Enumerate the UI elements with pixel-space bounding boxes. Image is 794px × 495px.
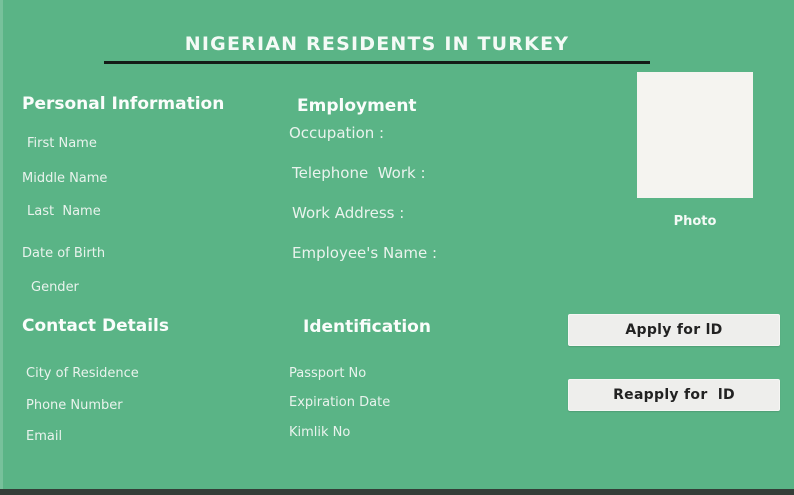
- section-title-contact-details: Contact Details: [22, 316, 169, 336]
- title-underline: [104, 61, 650, 64]
- bottom-edge-bar: [0, 489, 794, 495]
- apply-for-id-button[interactable]: Apply for lD: [568, 314, 780, 346]
- photo-placeholder: [637, 72, 753, 198]
- field-label-middle-name: Middle Name: [22, 171, 108, 186]
- field-label-passport-no: Passport No: [289, 366, 367, 381]
- section-title-employment: Employment: [297, 96, 417, 116]
- field-label-last-name: Last Name: [27, 204, 101, 219]
- field-label-city-of-residence: City of Residence: [26, 366, 139, 381]
- field-label-work-address: Work Address :: [292, 204, 405, 222]
- field-label-date-of-birth: Date of Birth: [22, 246, 106, 261]
- page-title: NIGERIAN RESIDENTS IN TURKEY: [184, 33, 570, 55]
- field-label-occupation: Occupation :: [289, 124, 385, 142]
- field-label-expiration-date: Expiration Date: [289, 395, 391, 410]
- section-title-personal-information: Personal Information: [22, 94, 225, 114]
- section-title-identification: Identification: [303, 317, 431, 337]
- field-label-phone-number: Phone Number: [26, 398, 123, 413]
- field-label-email: Email: [26, 429, 63, 444]
- field-label-kimlik-no: Kimlik No: [289, 425, 351, 440]
- field-label-gender: Gender: [31, 280, 79, 295]
- field-label-employees-name: Employee's Name :: [292, 244, 438, 262]
- reapply-for-id-button[interactable]: Reapply for lD: [568, 379, 780, 411]
- photo-label: Photo: [673, 214, 717, 229]
- field-label-first-name: First Name: [27, 136, 97, 151]
- field-label-telephone-work: Telephone Work :: [292, 164, 426, 182]
